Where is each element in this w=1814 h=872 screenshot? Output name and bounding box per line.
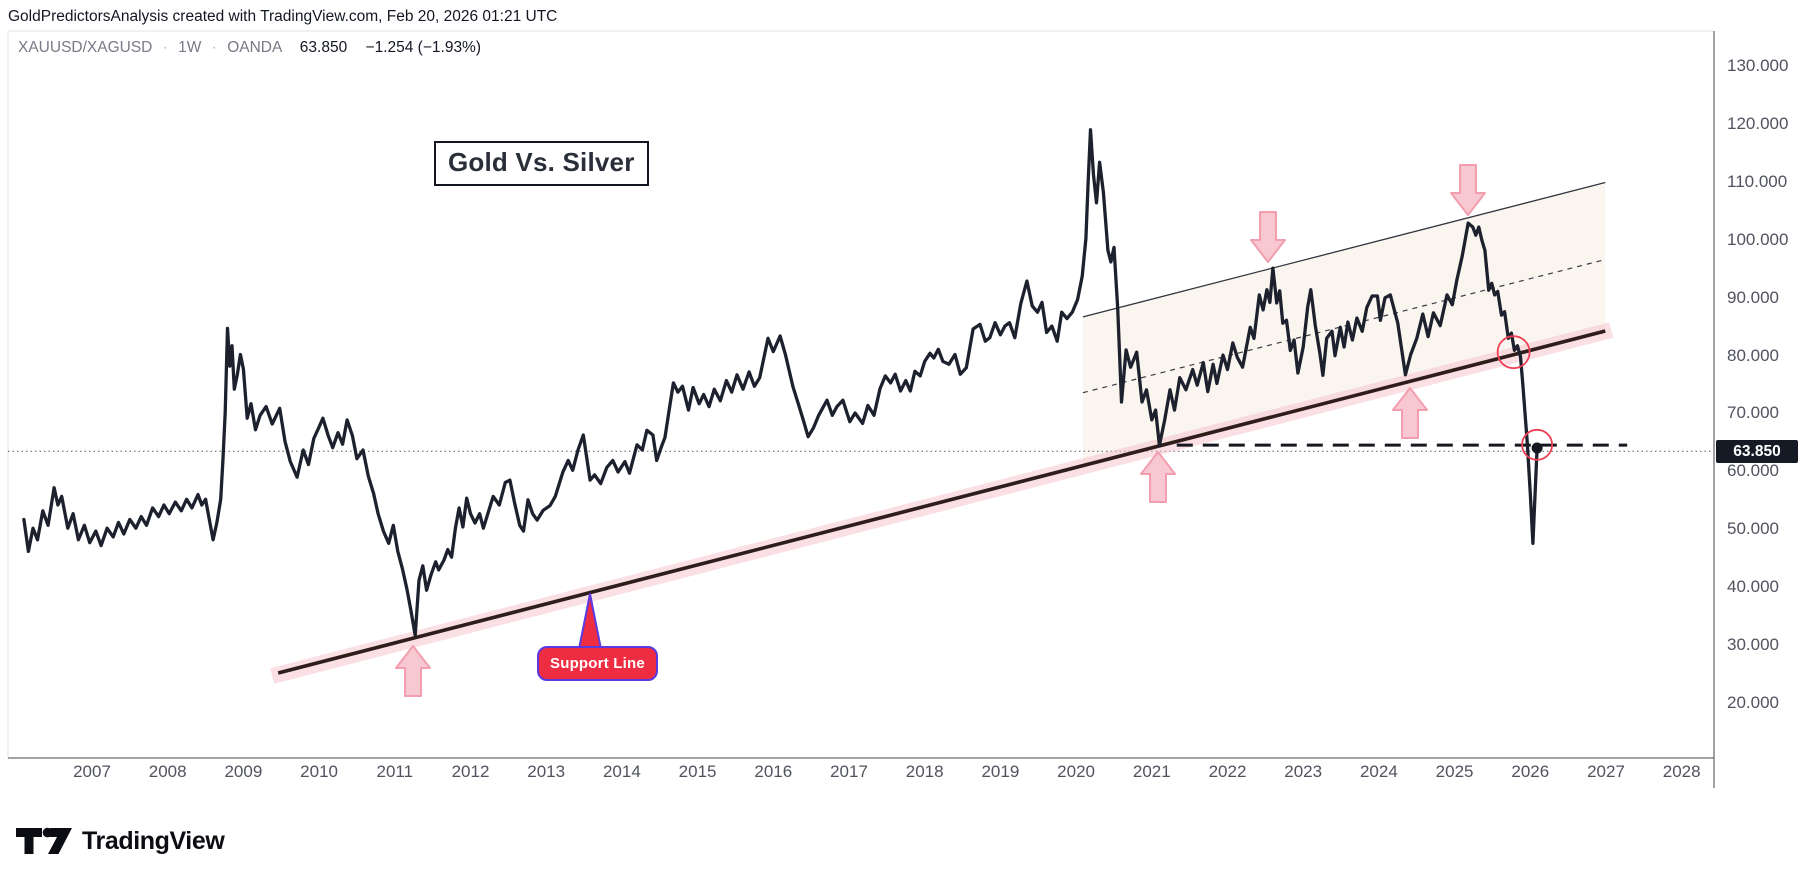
pink-up-arrow-icon[interactable] [395,645,431,697]
y-axis-price-label[interactable]: 70.000 [1727,403,1779,423]
support-trendline[interactable] [277,329,1606,675]
legend-separator: · [162,39,168,56]
pink-up-arrow-icon[interactable] [1392,387,1428,439]
y-axis-price-label[interactable]: 80.000 [1727,345,1779,365]
x-axis-year-label[interactable]: 2024 [1359,762,1398,781]
y-axis-price-label[interactable]: 110.000 [1727,171,1788,191]
y-axis-price-label[interactable]: 30.000 [1727,635,1779,654]
last-price-badge: 63.850 [1716,440,1798,463]
x-axis-year-label[interactable]: 2008 [148,762,187,781]
attribution-text: GoldPredictorsAnalysis created with Trad… [8,8,558,25]
price-line-series [22,128,1539,637]
y-axis-price-label[interactable]: 100.000 [1727,229,1789,249]
x-axis-year-label[interactable]: 2007 [73,762,111,781]
last-price-dot [1531,442,1543,454]
y-axis-price-label[interactable]: 120.000 [1727,113,1789,133]
legend-separator: · [211,39,217,56]
x-axis-year-label[interactable]: 2026 [1511,762,1550,781]
chart-title-annotation[interactable]: Gold Vs. Silver [434,141,649,186]
x-axis-year-label[interactable]: 2027 [1587,762,1625,781]
x-axis-year-label[interactable]: 2009 [224,762,263,781]
y-axis-price-label[interactable]: 40.000 [1727,577,1779,597]
channel-upper-line[interactable] [1082,181,1606,318]
x-axis-year-label[interactable]: 2012 [451,762,490,781]
y-axis-price-label[interactable]: 60.000 [1727,461,1779,481]
x-axis-year-label[interactable]: 2010 [300,762,338,781]
x-axis-year-label[interactable]: 2018 [905,762,944,781]
x-axis-year-label[interactable]: 2017 [830,762,868,781]
x-axis-year-label[interactable]: 2028 [1662,762,1701,781]
tradingview-logo-text: TradingView [82,826,225,855]
x-axis-year-label[interactable]: 2025 [1435,762,1474,781]
x-axis-year-label[interactable]: 2022 [1208,762,1247,781]
x-axis-year-label[interactable]: 2011 [376,762,414,781]
y-axis-price-label[interactable]: 50.000 [1727,519,1779,539]
legend-change: −1.254 (−1.93%) [365,39,482,56]
legend-exchange[interactable]: OANDA [227,39,282,56]
x-axis-year-label[interactable]: 2014 [602,762,641,781]
symbol-legend[interactable]: XAUUSD/XAGUSD · 1W · OANDA 63.850 −1.254… [18,39,481,57]
pink-up-arrow-icon[interactable] [1140,451,1176,503]
tradingview-logo-icon [16,827,72,854]
x-axis-year-label[interactable]: 2013 [527,762,566,781]
pink-down-arrow-icon[interactable] [1450,164,1486,216]
y-axis-price-label[interactable]: 130.000 [1727,56,1789,75]
red-highlight-circle[interactable] [1521,428,1553,461]
tradingview-logo[interactable]: TradingView [16,826,225,856]
y-axis-price-label[interactable]: 90.000 [1727,287,1779,307]
legend-interval[interactable]: 1W [178,39,202,56]
x-axis-year-label[interactable]: 2021 [1132,762,1171,781]
x-axis-year-label[interactable]: 2023 [1284,762,1323,781]
support-line-label[interactable]: Support Line [537,646,658,681]
red-highlight-circle[interactable] [1496,335,1531,370]
trend-channel-fill [1082,182,1606,466]
legend-symbol[interactable]: XAUUSD/XAGUSD [18,39,153,56]
y-axis-price-label[interactable]: 20.000 [1727,692,1779,712]
legend-last-price: 63.850 [299,39,348,56]
pink-down-arrow-icon[interactable] [1250,211,1286,263]
x-axis-year-label[interactable]: 2020 [1057,762,1095,781]
x-axis-year-label[interactable]: 2019 [981,762,1020,781]
x-axis-year-label[interactable]: 2016 [754,762,793,781]
x-axis-year-label[interactable]: 2015 [678,762,717,781]
